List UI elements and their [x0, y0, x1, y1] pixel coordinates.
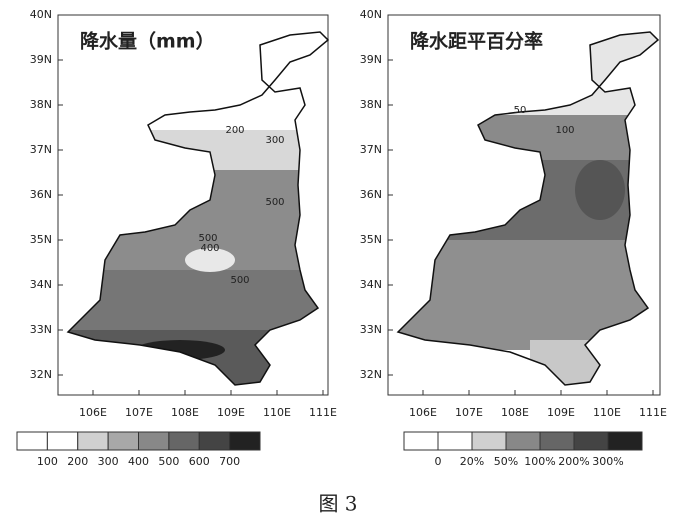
panel-title: 降水距平百分率	[410, 30, 543, 53]
colorbar-label: 20%	[460, 455, 484, 468]
contour-label: 500	[265, 197, 284, 208]
lon-label: 111E	[639, 406, 667, 419]
contour-label: 100	[555, 125, 574, 136]
frame	[57, 14, 329, 396]
caption: 图 3	[318, 492, 357, 516]
contour-label: 300	[265, 135, 284, 146]
lat-label: 38N	[30, 98, 52, 111]
colorbar-box	[403, 431, 439, 451]
contour-label: 200	[225, 125, 244, 136]
colorbar-box	[505, 431, 541, 451]
lat-label: 34N	[30, 278, 52, 291]
contour-label: 500	[230, 275, 249, 286]
contour-label: 400	[200, 243, 219, 254]
colorbar-label: 700	[219, 455, 240, 468]
colorbar-label: 500	[158, 455, 179, 468]
lon-label: 110E	[593, 406, 621, 419]
lat-label: 40N	[30, 8, 52, 21]
colorbar-box	[607, 431, 643, 451]
panel-left: 降水量（mm） 40N 39N 38N 37N 36N 35N 34N 33N 32N 106E 10…	[16, 8, 337, 468]
panel-title: 降水量（mm）	[80, 30, 215, 53]
lon-label: 108E	[501, 406, 529, 419]
lon-label: 109E	[217, 406, 245, 419]
colorbar-label: 300%	[592, 455, 623, 468]
lon-label: 106E	[409, 406, 437, 419]
lat-label: 33N	[360, 323, 382, 336]
lon-label: 106E	[79, 406, 107, 419]
lat-label: 33N	[30, 323, 52, 336]
lat-label: 32N	[30, 368, 52, 381]
colorbar-box	[573, 431, 609, 451]
colorbar-box	[77, 431, 109, 451]
colorbar-box	[471, 431, 507, 451]
lat-label: 40N	[360, 8, 382, 21]
lat-label: 39N	[360, 53, 382, 66]
lon-label: 111E	[309, 406, 337, 419]
contour-label: 50	[514, 105, 527, 116]
lat-label: 37N	[360, 143, 382, 156]
lon-label: 107E	[455, 406, 483, 419]
contour-label: 500	[198, 233, 217, 244]
colorbar-box	[168, 431, 200, 451]
colorbar-label: 200	[67, 455, 88, 468]
colorbar-label: 300	[98, 455, 119, 468]
frame	[387, 14, 661, 396]
colorbar-box	[16, 431, 48, 451]
colorbar-box	[46, 431, 79, 451]
colorbar-label: 400	[128, 455, 149, 468]
colorbar-label: 50%	[494, 455, 518, 468]
colorbar-box	[198, 431, 231, 451]
map-fill	[398, 32, 658, 385]
colorbar-box	[539, 431, 575, 451]
lat-label: 37N	[30, 143, 52, 156]
colorbar-label: 100	[37, 455, 58, 468]
panel-right: 降水距平百分率 40N 39N 38N 37N 36N 35N 34N 33N 32N 106E 10…	[360, 8, 667, 468]
colorbar-box	[229, 431, 261, 451]
lat-label: 39N	[30, 53, 52, 66]
lat-label: 36N	[360, 188, 382, 201]
lon-label: 109E	[547, 406, 575, 419]
lat-label: 35N	[30, 233, 52, 246]
lon-label: 107E	[125, 406, 153, 419]
lat-label: 35N	[360, 233, 382, 246]
lat-label: 38N	[360, 98, 382, 111]
lat-label: 36N	[30, 188, 52, 201]
colorbar-box	[138, 431, 170, 451]
lat-label: 32N	[360, 368, 382, 381]
colorbar-label: 0	[435, 455, 442, 468]
lon-label: 108E	[171, 406, 199, 419]
colorbar-label: 600	[189, 455, 210, 468]
lat-label: 34N	[360, 278, 382, 291]
colorbar-label: 200%	[558, 455, 589, 468]
colorbar-box	[437, 431, 473, 451]
colorbar-box	[107, 431, 139, 451]
colorbar-label: 100%	[524, 455, 555, 468]
lon-label: 110E	[263, 406, 291, 419]
map-fill	[68, 32, 328, 385]
